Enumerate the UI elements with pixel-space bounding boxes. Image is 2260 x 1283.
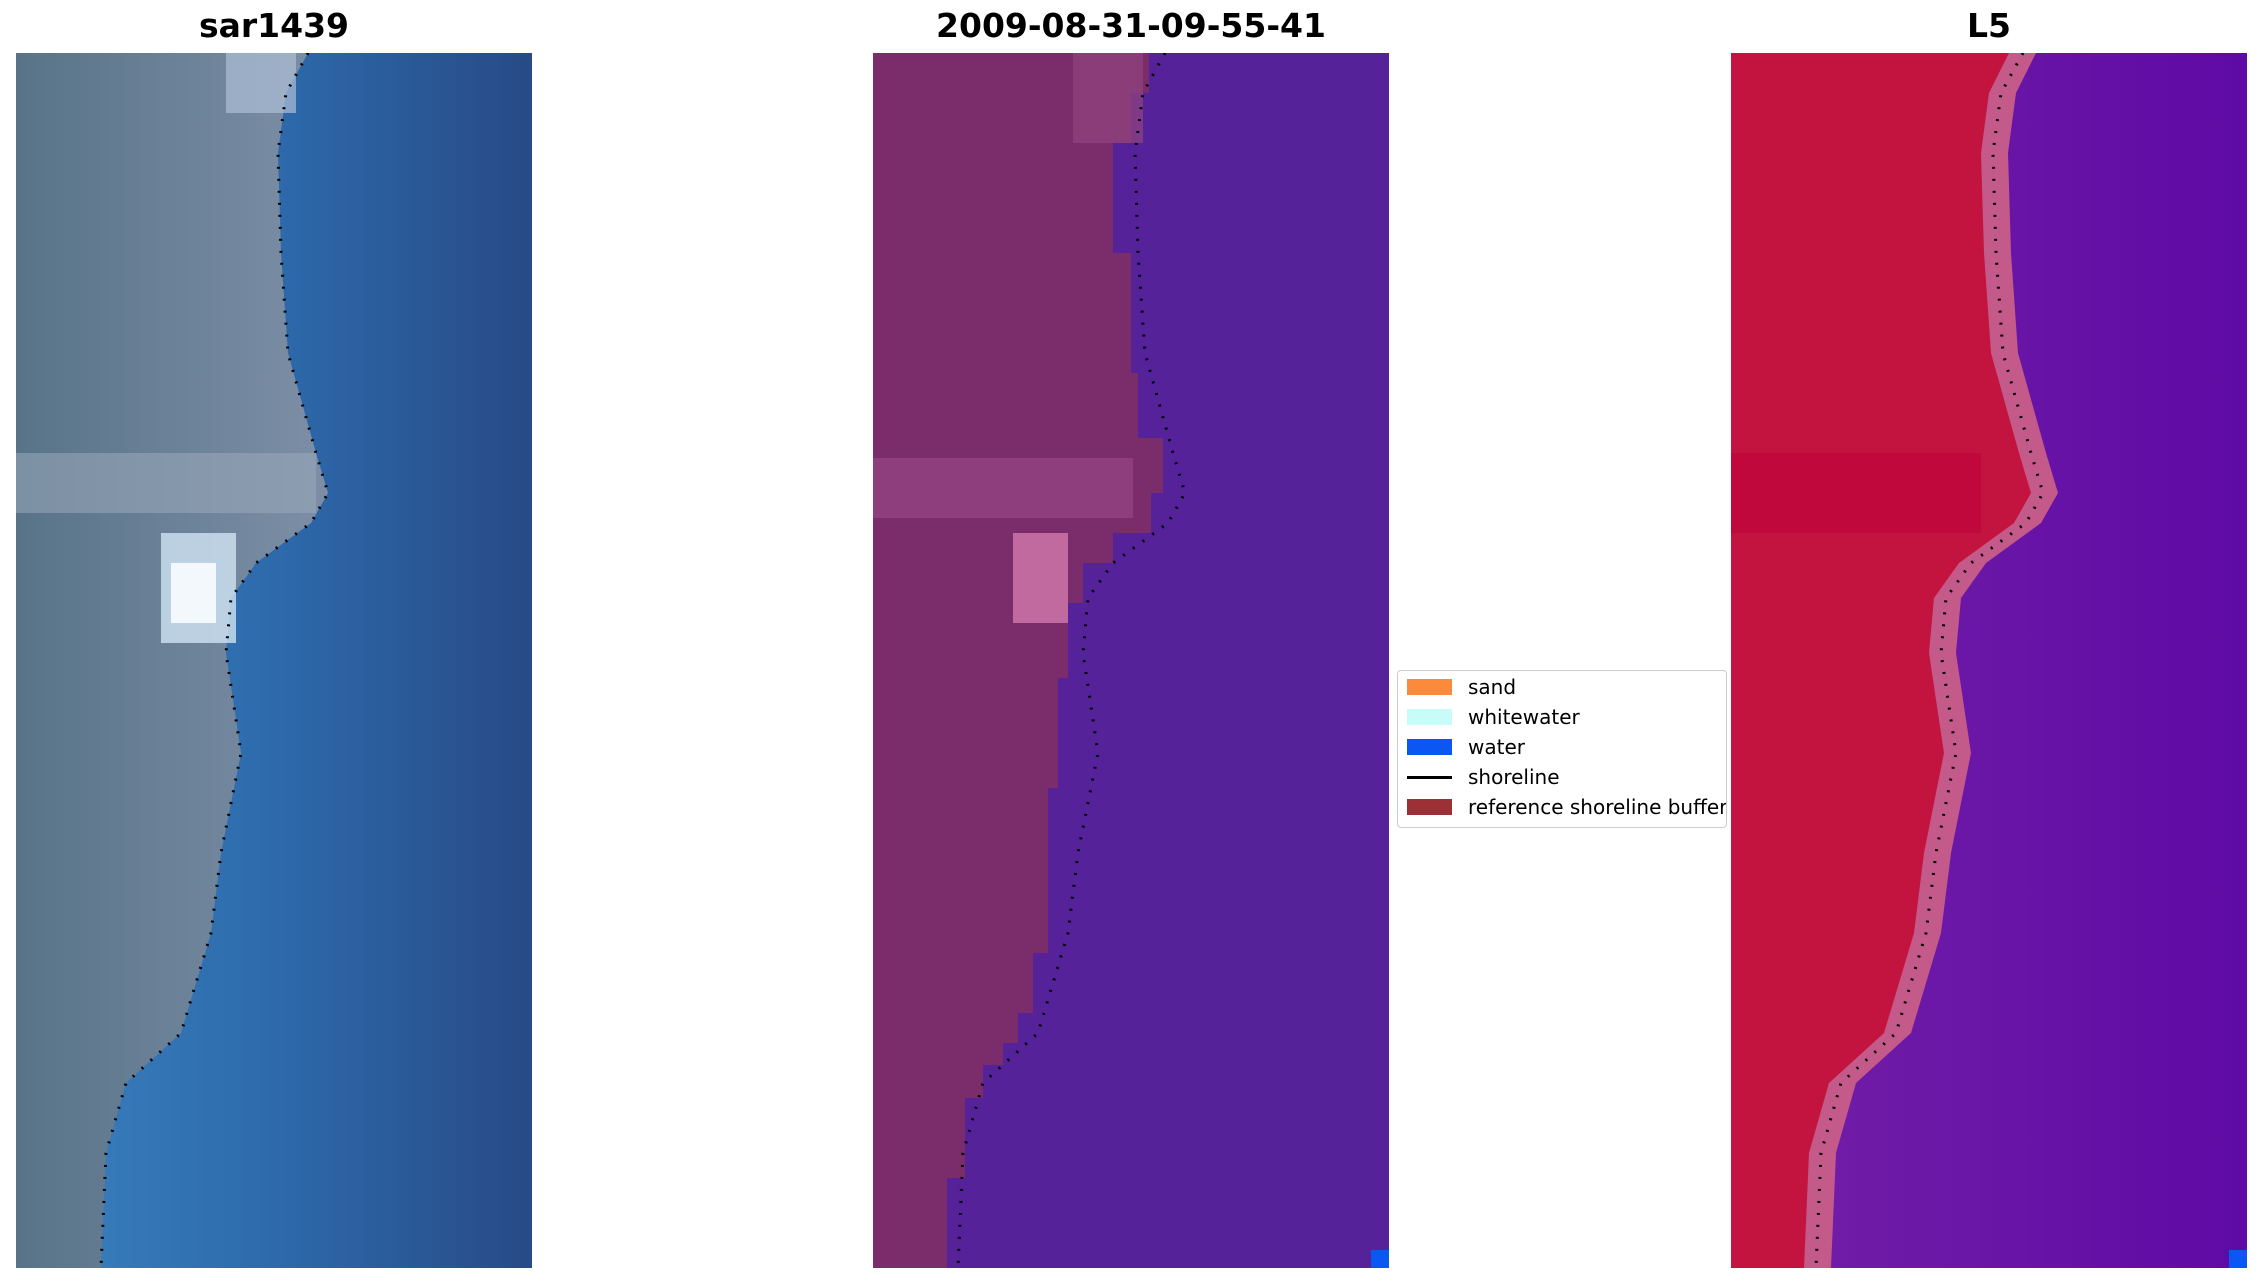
reference-buffer-swatch — [1407, 799, 1452, 815]
light-strip — [16, 453, 316, 513]
legend-label-shoreline: shoreline — [1468, 765, 1560, 789]
title-sar1439: sar1439 — [198, 6, 350, 45]
legend: sand whitewater water shoreline referenc… — [1397, 670, 1727, 828]
legend-item-water: water — [1407, 735, 1525, 759]
shoreline-line — [1407, 775, 1452, 779]
legend-item-shoreline: shoreline — [1407, 765, 1560, 789]
water-swatch — [1407, 739, 1452, 755]
legend-item-whitewater: whitewater — [1407, 705, 1580, 729]
title-image-date: 2009-08-31-09-55-41 — [936, 6, 1326, 45]
rgb-image — [16, 53, 532, 1268]
index-image — [1731, 53, 2247, 1268]
legend-label-water: water — [1468, 735, 1525, 759]
classified-image — [873, 53, 1389, 1268]
index-image-panel — [1731, 53, 2247, 1268]
legend-label-sand: sand — [1468, 675, 1517, 699]
legend-item-reference-buffer: reference shoreline buffer — [1407, 795, 1727, 819]
bright-core — [171, 563, 216, 623]
land-class-area — [873, 53, 1163, 1268]
land-index-area — [1731, 53, 2031, 1268]
pink-patch — [1013, 533, 1068, 623]
pink-strip — [873, 458, 1133, 518]
land-area — [16, 53, 328, 1268]
title-satellite: L5 — [1967, 6, 2011, 45]
dark-land-strip — [1731, 453, 1981, 533]
light-top — [226, 53, 296, 113]
shoreline — [956, 53, 1187, 1268]
shoreline — [99, 53, 330, 1268]
legend-label-whitewater: whitewater — [1468, 705, 1580, 729]
legend-item-sand: sand — [1407, 675, 1517, 699]
water-pixel — [1371, 1250, 1389, 1268]
legend-label-reference-buffer: reference shoreline buffer — [1468, 795, 1727, 819]
rgb-image-panel — [16, 53, 532, 1268]
shoreline — [1814, 53, 2045, 1268]
pink-top — [1073, 53, 1143, 143]
classified-image-panel — [873, 53, 1389, 1268]
water-pixel — [2229, 1250, 2247, 1268]
sand-swatch — [1407, 679, 1452, 695]
whitewater-swatch — [1407, 709, 1452, 725]
